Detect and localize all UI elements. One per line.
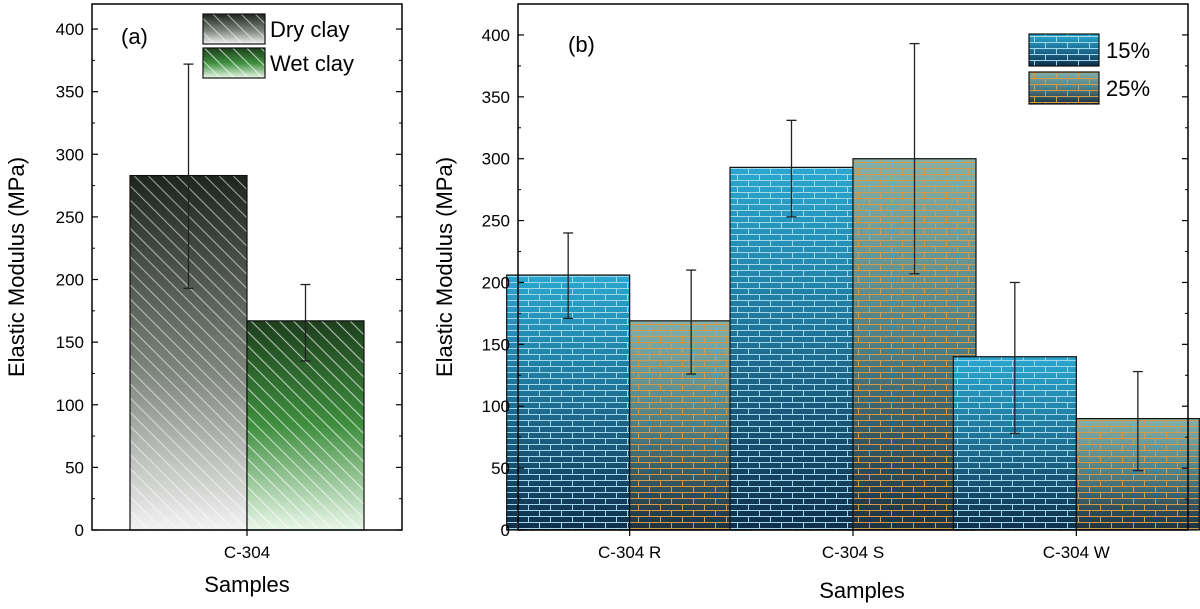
y-tick-label: 400 xyxy=(56,20,84,39)
x-tick-label-c-304-r: C-304 R xyxy=(598,543,661,562)
y-tick-label: 250 xyxy=(482,212,510,231)
legend-label-wet-clay: Wet clay xyxy=(270,51,354,76)
y-tick-label: 400 xyxy=(482,26,510,45)
y-tick-label: 0 xyxy=(501,521,510,540)
error-bar-15-c-304-s xyxy=(786,119,797,218)
y-axis-label: Elastic Modulus (MPa) xyxy=(432,157,457,377)
x-axis-label: Samples xyxy=(204,572,290,597)
legend-swatch-pattern-25 xyxy=(1028,71,1100,105)
legend-swatch-pattern-15 xyxy=(1028,33,1100,67)
y-tick-label: 50 xyxy=(65,458,84,477)
x-axis-label: Samples xyxy=(819,578,905,603)
y-tick-label: 300 xyxy=(56,145,84,164)
legend-swatch-pattern-wet-clay xyxy=(202,47,266,79)
y-tick-label: 350 xyxy=(56,83,84,102)
legend: 15% 25% xyxy=(1028,33,1150,105)
plot-frame xyxy=(517,3,1189,531)
y-tick-label: 250 xyxy=(56,208,84,227)
y-tick-label: 300 xyxy=(482,150,510,169)
panel-b: C-304 R C-304 S C-304 W 0 50 100 150 200 250 300 3… xyxy=(432,3,1200,603)
error-bar-25-c-304-r xyxy=(686,269,697,375)
x-tick-label-c-304-w: C-304 W xyxy=(1043,543,1110,562)
error-bar-wet-clay-c-304 xyxy=(300,283,311,362)
legend: Dry clay Wet clay xyxy=(202,13,354,79)
x-tick-label-c-304: C-304 xyxy=(224,543,270,562)
panel-label: (b) xyxy=(568,32,595,57)
legend-label-25: 25% xyxy=(1106,76,1150,101)
error-bar-15-c-304-r xyxy=(563,232,574,320)
x-tick-label-c-304-s: C-304 S xyxy=(822,543,884,562)
bar-15-c-304-s-pattern xyxy=(729,166,854,531)
panel-a: C-304 0 50 100 150 200 250 300 350 400 (a) Elastic … xyxy=(4,3,403,597)
y-tick-label: 150 xyxy=(56,333,84,352)
y-tick-label: 0 xyxy=(75,521,84,540)
y-axis-label: Elastic Modulus (MPa) xyxy=(4,157,29,377)
legend-label-dry-clay: Dry clay xyxy=(270,17,349,42)
error-bar-25-c-304-s xyxy=(909,42,920,275)
legend-label-15: 15% xyxy=(1106,38,1150,63)
y-tick-label: 100 xyxy=(56,396,84,415)
legend-swatch-pattern-dry-clay xyxy=(202,13,266,45)
y-tick-label: 200 xyxy=(56,271,84,290)
error-bar-25-c-304-w xyxy=(1132,370,1143,472)
y-tick-label: 100 xyxy=(482,397,510,416)
error-bar-dry-clay-c-304 xyxy=(183,63,194,289)
panel-label: (a) xyxy=(121,24,148,49)
error-bar-15-c-304-w xyxy=(1009,281,1020,435)
y-tick-label: 350 xyxy=(482,88,510,107)
y-tick-label: 150 xyxy=(482,335,510,354)
y-tick-label: 200 xyxy=(482,273,510,292)
y-tick-label: 50 xyxy=(491,459,510,478)
plot-frame xyxy=(91,3,403,531)
